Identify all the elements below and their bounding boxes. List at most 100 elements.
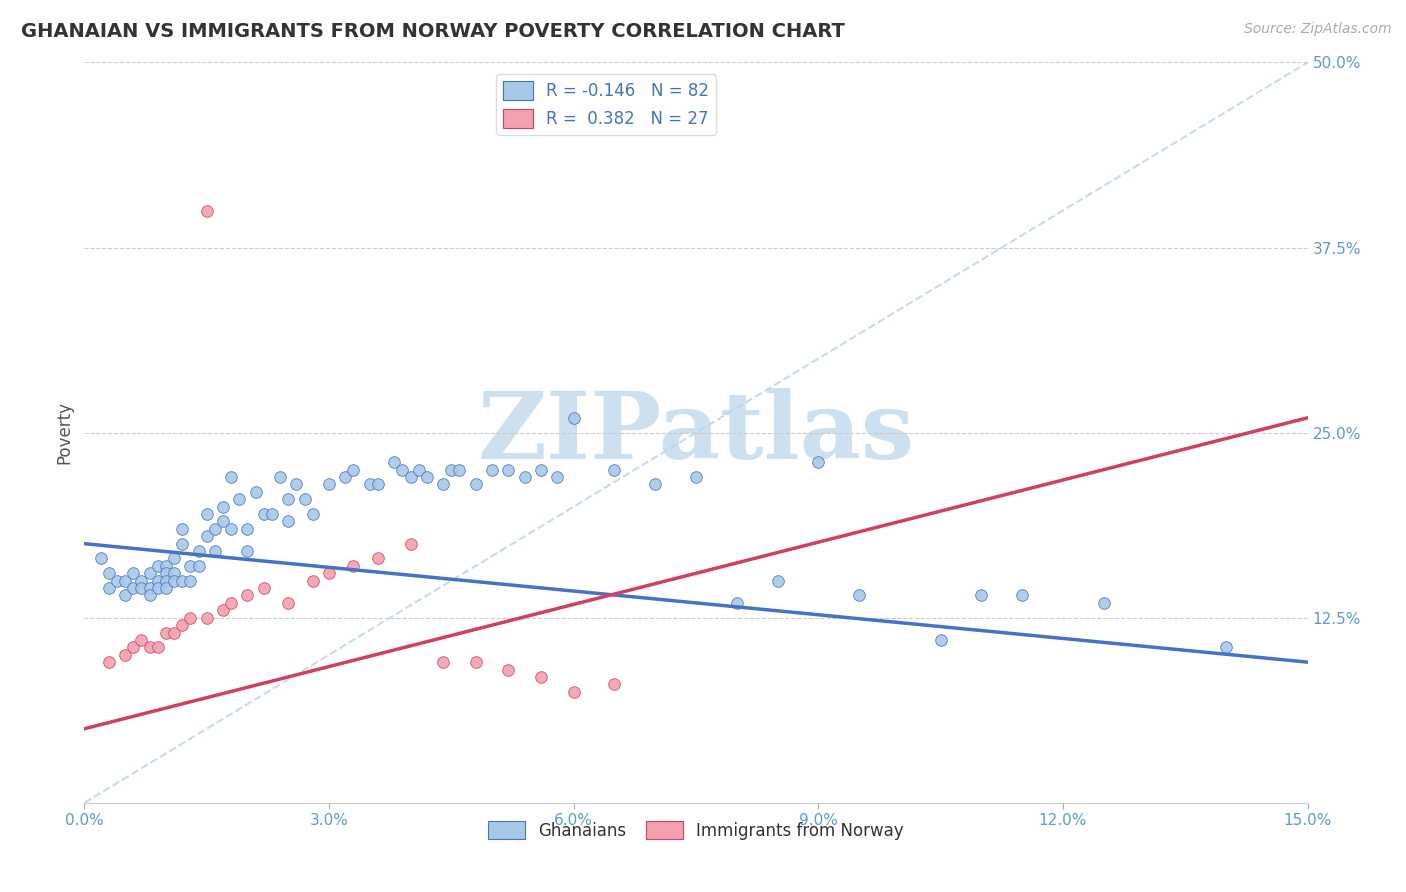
Point	[399, 470, 422, 484]
Point	[546, 470, 568, 484]
Point	[285, 477, 308, 491]
Point	[172, 522, 194, 536]
Point	[725, 596, 748, 610]
Point	[848, 589, 870, 603]
Point	[530, 670, 553, 684]
Point	[212, 500, 235, 514]
Point	[163, 566, 186, 581]
Point	[253, 581, 276, 595]
Point	[146, 640, 169, 655]
Point	[187, 558, 209, 573]
Point	[335, 470, 357, 484]
Point	[105, 574, 128, 588]
Point	[1011, 589, 1033, 603]
Point	[155, 574, 177, 588]
Point	[138, 566, 160, 581]
Point	[179, 610, 201, 624]
Point	[382, 455, 405, 469]
Point	[97, 566, 120, 581]
Point	[122, 581, 145, 595]
Point	[416, 470, 439, 484]
Point	[131, 632, 153, 647]
Point	[562, 410, 585, 425]
Point	[440, 462, 463, 476]
Point	[138, 640, 160, 655]
Point	[277, 596, 299, 610]
Point	[399, 536, 422, 550]
Point	[766, 574, 789, 588]
Point	[359, 477, 381, 491]
Point	[114, 648, 136, 662]
Point	[212, 603, 235, 617]
Point	[245, 484, 267, 499]
Point	[236, 522, 259, 536]
Point	[929, 632, 952, 647]
Point	[449, 462, 471, 476]
Point	[155, 558, 177, 573]
Point	[195, 507, 218, 521]
Point	[131, 574, 153, 588]
Point	[122, 640, 145, 655]
Point	[163, 551, 186, 566]
Point	[301, 574, 323, 588]
Point	[97, 655, 120, 669]
Point	[146, 581, 169, 595]
Point	[408, 462, 430, 476]
Point	[342, 462, 364, 476]
Text: ZIPatlas: ZIPatlas	[478, 388, 914, 477]
Point	[685, 470, 707, 484]
Point	[195, 610, 218, 624]
Point	[807, 455, 830, 469]
Point	[236, 544, 259, 558]
Point	[277, 492, 299, 507]
Point	[195, 203, 218, 218]
Point	[318, 477, 340, 491]
Point	[644, 477, 666, 491]
Point	[138, 589, 160, 603]
Point	[146, 574, 169, 588]
Point	[432, 655, 454, 669]
Point	[498, 663, 520, 677]
Point	[530, 462, 553, 476]
Point	[318, 566, 340, 581]
Y-axis label: Poverty: Poverty	[55, 401, 73, 464]
Text: Source: ZipAtlas.com: Source: ZipAtlas.com	[1244, 22, 1392, 37]
Point	[301, 507, 323, 521]
Point	[172, 536, 194, 550]
Point	[219, 522, 242, 536]
Point	[1092, 596, 1115, 610]
Point	[146, 558, 169, 573]
Point	[498, 462, 520, 476]
Point	[155, 566, 177, 581]
Point	[204, 522, 226, 536]
Point	[562, 685, 585, 699]
Point	[603, 677, 626, 691]
Point	[212, 515, 235, 529]
Point	[513, 470, 536, 484]
Point	[260, 507, 283, 521]
Point	[391, 462, 413, 476]
Text: GHANAIAN VS IMMIGRANTS FROM NORWAY POVERTY CORRELATION CHART: GHANAIAN VS IMMIGRANTS FROM NORWAY POVER…	[21, 22, 845, 41]
Point	[294, 492, 316, 507]
Point	[172, 574, 194, 588]
Point	[367, 551, 389, 566]
Point	[90, 551, 112, 566]
Point	[114, 574, 136, 588]
Point	[277, 515, 299, 529]
Point	[163, 574, 186, 588]
Point	[172, 618, 194, 632]
Point	[464, 655, 486, 669]
Point	[179, 558, 201, 573]
Legend: Ghanaians, Immigrants from Norway: Ghanaians, Immigrants from Norway	[481, 814, 911, 847]
Point	[187, 544, 209, 558]
Point	[97, 581, 120, 595]
Point	[179, 574, 201, 588]
Point	[432, 477, 454, 491]
Point	[342, 558, 364, 573]
Point	[236, 589, 259, 603]
Point	[195, 529, 218, 543]
Point	[970, 589, 993, 603]
Point	[219, 596, 242, 610]
Point	[464, 477, 486, 491]
Point	[603, 462, 626, 476]
